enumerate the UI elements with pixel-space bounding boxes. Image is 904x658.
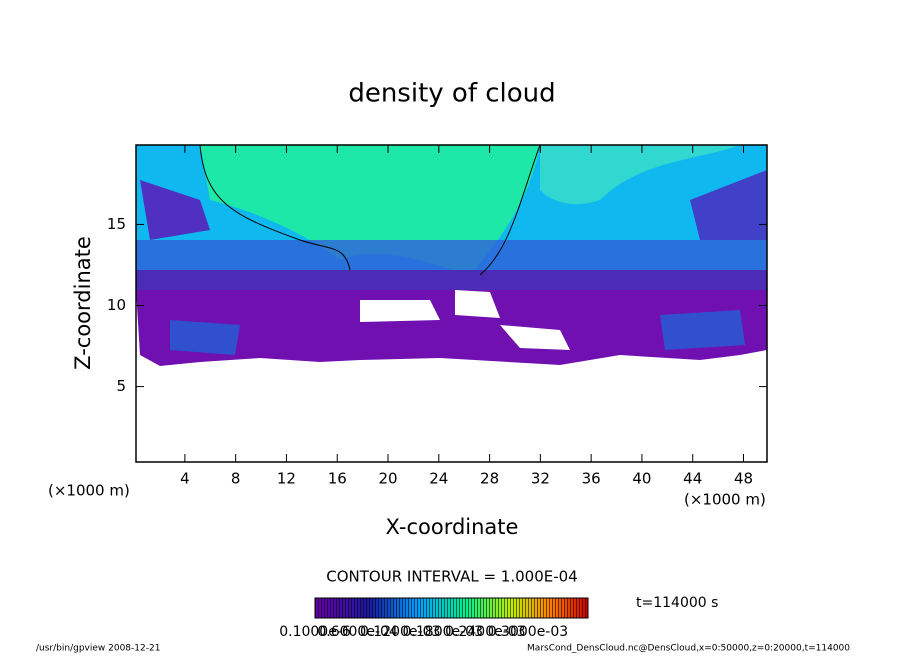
x-tick-label: 44 bbox=[683, 470, 702, 488]
x-tick-label: 16 bbox=[328, 470, 347, 488]
x-tick-label: 28 bbox=[480, 470, 499, 488]
colorbar-label: 0.1200e-03 bbox=[360, 624, 440, 640]
x-tick-label: 20 bbox=[378, 470, 397, 488]
y-tick-label: 5 bbox=[116, 377, 126, 395]
field bbox=[136, 144, 767, 366]
x-tick-label: 48 bbox=[734, 470, 753, 488]
x-tick-label: 32 bbox=[531, 470, 550, 488]
plot-frame bbox=[135, 144, 768, 463]
colorbar-label: 0.6000e-04 bbox=[317, 624, 398, 640]
colorbar-label: 0.1800e-03 bbox=[403, 624, 483, 640]
colorbar-label: 0.2400e-03 bbox=[445, 624, 525, 640]
x-tick-label: 8 bbox=[231, 470, 241, 488]
x-tick-label: 12 bbox=[277, 470, 296, 488]
colorbar-stripes bbox=[315, 598, 588, 618]
footer-right: MarsCond_DensCloud.nc@DensCloud,x=0:5000… bbox=[527, 644, 850, 654]
x-tick-label: 40 bbox=[632, 470, 651, 488]
time-label: t=114000 s bbox=[636, 595, 718, 611]
colorbar-label: 0.3000e-03 bbox=[488, 624, 568, 640]
colorbar-label: 0.1000e-6 bbox=[279, 624, 351, 640]
x-axis-label: X-coordinate bbox=[386, 515, 519, 539]
x-tick-label: 4 bbox=[180, 470, 190, 488]
y-axis-label: Z-coordinate bbox=[71, 236, 95, 370]
contour-interval: CONTOUR INTERVAL = 1.000E-04 bbox=[326, 568, 577, 586]
footer-left: /usr/bin/gpview 2008-12-21 bbox=[36, 644, 160, 654]
axis-unit: (×1000 m) bbox=[684, 491, 766, 509]
chart-title: density of cloud bbox=[348, 79, 555, 109]
y-tick-label: 15 bbox=[107, 215, 126, 233]
x-tick-label: 36 bbox=[582, 470, 601, 488]
y-tick-label: 10 bbox=[107, 296, 126, 314]
axis-unit: (×1000 m) bbox=[48, 482, 130, 500]
x-tick-label: 24 bbox=[429, 470, 448, 488]
